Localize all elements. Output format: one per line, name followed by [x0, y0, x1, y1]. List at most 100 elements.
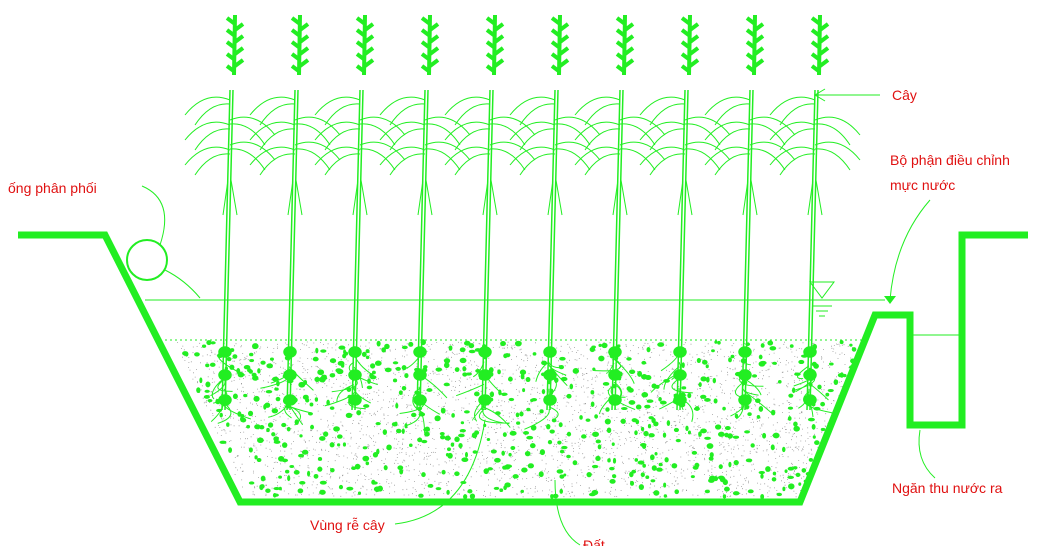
soil-particle [397, 465, 404, 471]
soil-particle [460, 348, 465, 352]
soil-particle [203, 395, 210, 399]
soil-particle [758, 405, 764, 412]
leaves [444, 96, 536, 216]
soil-particle [717, 340, 721, 345]
soil-particle [267, 422, 274, 428]
soil-particle [547, 439, 553, 445]
seed-head [810, 14, 830, 76]
soil-particle [463, 494, 468, 500]
soil-particle [499, 488, 504, 493]
seed-head [355, 14, 375, 76]
soil-particle [801, 468, 807, 473]
soil-particle [546, 423, 551, 430]
soil-particle [204, 389, 210, 393]
soil-particle [760, 494, 765, 500]
soil-particle [558, 422, 563, 428]
soil-particle [206, 340, 212, 346]
soil-particle [461, 457, 469, 462]
outlet-leader [918, 429, 936, 479]
soil-particle [647, 423, 652, 429]
soil-particle [454, 471, 460, 477]
soil-particle [370, 363, 376, 369]
soil-particle [356, 410, 362, 416]
soil-particle [772, 361, 778, 365]
soil-particle [384, 367, 392, 373]
soil-particle [273, 486, 281, 491]
soil-particle [497, 369, 501, 375]
soil-particle [659, 400, 667, 405]
soil-particle [346, 486, 354, 491]
soil-particle [434, 415, 441, 422]
soil-particle [329, 358, 337, 364]
soil-particle [842, 373, 847, 378]
soil-particle [747, 412, 752, 417]
soil-particle [787, 466, 795, 471]
soil-particle [401, 428, 405, 434]
soil-particle [439, 431, 445, 436]
soil-particle [423, 365, 428, 369]
soil-particle [561, 445, 568, 450]
soil-particle [468, 349, 476, 354]
soil-particle [285, 469, 290, 474]
soil-particle [770, 444, 775, 451]
soil-particle [271, 408, 279, 414]
soil-particle [207, 398, 213, 403]
soil-particle [376, 340, 381, 347]
soil-particle [502, 432, 507, 437]
root-node [608, 346, 622, 358]
soil-particle [654, 451, 658, 456]
soil-particle [637, 370, 643, 377]
soil-particle [401, 365, 407, 371]
soil-particle [254, 424, 261, 430]
soil-particle [257, 437, 264, 444]
soil-particle [558, 364, 565, 370]
soil-particle [382, 429, 388, 435]
soil-particle [814, 440, 820, 446]
soil-particle [601, 342, 608, 349]
soil-particle [634, 458, 639, 462]
soil-particle [629, 471, 634, 478]
soil-particle [435, 367, 443, 372]
root-node [608, 394, 622, 406]
soil-particle [592, 367, 596, 372]
soil-particle [798, 359, 805, 365]
soil-particle [333, 426, 340, 432]
soil-particle [399, 468, 404, 475]
soil-particle [273, 436, 279, 442]
root-node [803, 346, 817, 358]
soil-particle [398, 390, 403, 396]
soil-particle [559, 449, 565, 454]
root-node [283, 369, 297, 381]
soil-particle [706, 376, 710, 383]
soil-particle [645, 475, 650, 479]
soil-particle [732, 435, 740, 439]
soil-particle [734, 413, 739, 419]
soil-particle [793, 421, 798, 427]
soil-particle [299, 480, 306, 485]
root-node [543, 369, 557, 381]
soil-particle [681, 386, 687, 390]
soil-particle [440, 435, 446, 440]
soil-particle [444, 435, 451, 441]
soil-particle [361, 351, 367, 357]
soil-particle [722, 406, 726, 411]
seed-head [290, 14, 310, 76]
soil-particle [620, 418, 626, 424]
soil-particle [657, 342, 665, 347]
soil-particle [788, 393, 794, 398]
soil-particle [717, 431, 725, 437]
soil-particle [317, 456, 323, 461]
soil-particle [440, 408, 446, 414]
water-level-symbol [809, 281, 835, 317]
soil-particle [411, 412, 417, 418]
soil-particle [704, 398, 711, 402]
soil-particle [323, 431, 329, 437]
soil-leader [554, 479, 581, 546]
soil-particle [314, 397, 319, 402]
plant [184, 14, 276, 424]
soil-particle [724, 486, 730, 492]
soil-particle [724, 432, 729, 438]
seed-head [680, 14, 700, 76]
soil-particle [606, 427, 612, 434]
soil-particle [758, 354, 763, 360]
